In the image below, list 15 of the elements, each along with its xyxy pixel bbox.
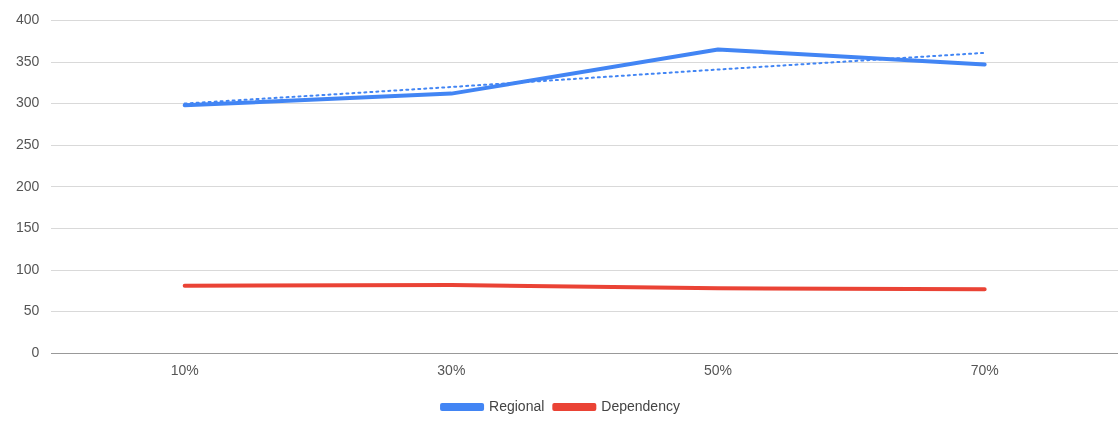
x-tick-label: 70% [970, 362, 999, 379]
y-tick-label: 100 [16, 260, 40, 277]
y-tick-label: 150 [16, 219, 40, 236]
y-tick-label: 300 [16, 94, 40, 111]
y-tick-label: 0 [31, 344, 40, 361]
legend-label: Regional [489, 397, 545, 414]
legend-label: Dependency [601, 397, 680, 414]
y-tick-label: 50 [23, 302, 40, 319]
x-tick-label: 10% [170, 362, 199, 379]
x-tick-label: 50% [703, 362, 733, 379]
y-tick-label: 250 [16, 136, 40, 153]
y-tick-label: 200 [16, 177, 40, 194]
y-tick-label: 400 [16, 11, 40, 28]
y-tick-label: 350 [16, 52, 40, 69]
x-tick-label: 30% [437, 362, 466, 379]
